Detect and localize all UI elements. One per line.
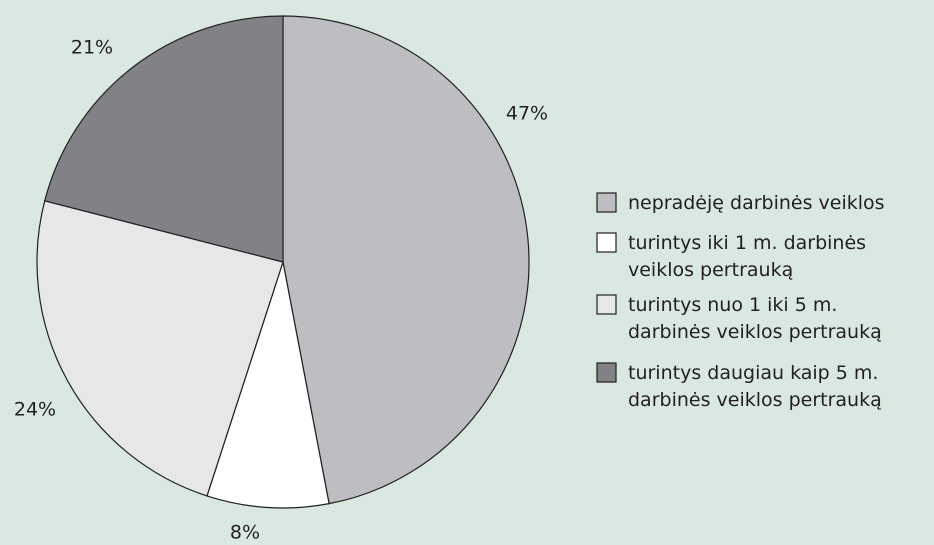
- data-label: 47%: [506, 103, 548, 125]
- legend-swatch: [596, 232, 617, 253]
- legend-label: turintys nuo 1 iki 5 m. darbinės veiklos …: [628, 294, 882, 343]
- data-label: 21%: [71, 37, 113, 59]
- legend-line: nepradėję darbinės veiklos: [628, 192, 885, 214]
- legend-label: turintys daugiau kaip 5 m. darbinės veikl…: [628, 362, 882, 411]
- pie-slice: [282, 15, 530, 505]
- pie-slice: [43, 15, 284, 263]
- legend-line: darbinės veiklos pertrauką: [628, 389, 882, 411]
- pie-slice: [36, 200, 284, 497]
- legend-line: turintys nuo 1 iki 5 m.: [628, 294, 837, 316]
- legend-swatch: [596, 362, 617, 383]
- legend-line: veiklos pertrauką: [628, 259, 793, 281]
- legend-label: nepradėję darbinės veiklos: [628, 192, 885, 214]
- legend-line: darbinės veiklos pertrauką: [628, 321, 882, 343]
- legend-line: turintys iki 1 m. darbinės: [628, 232, 866, 254]
- pie-slice: [206, 261, 330, 509]
- legend-line: turintys daugiau kaip 5 m.: [628, 362, 878, 384]
- legend-swatch: [596, 192, 617, 213]
- data-label: 24%: [14, 399, 56, 421]
- legend-label: turintys iki 1 m. darbinės veiklos pertra…: [628, 232, 866, 281]
- legend-swatch: [596, 294, 617, 315]
- data-label: 8%: [230, 522, 260, 544]
